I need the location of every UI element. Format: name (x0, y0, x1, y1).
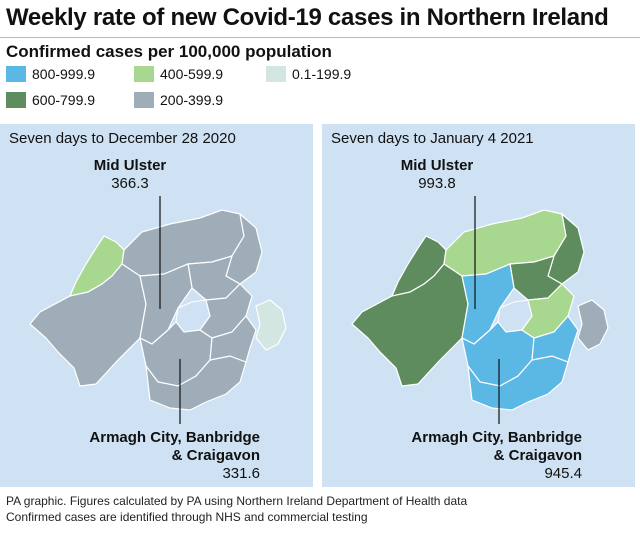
callout-abc: Armagh City, Banbridge & Craigavon 331.6 (60, 429, 260, 483)
callout-value-abc: 331.6 (222, 465, 260, 482)
footer-note: Confirmed cases are identified through N… (6, 510, 368, 524)
district-newry-mourne-down (467, 355, 569, 411)
legend-swatch-400 (134, 66, 154, 82)
legend-item-600: 600-799.9 (6, 92, 95, 108)
district-fermanagh-omagh (351, 263, 469, 387)
map-panel-jan-4: Seven days to January 4 2021 Mid Ulster … (322, 124, 635, 487)
legend-swatch-0 (266, 66, 286, 82)
callout-name-abc-line1: Armagh City, Banbridge (411, 429, 582, 446)
legend-label-0: 0.1-199.9 (292, 66, 352, 82)
legend-item-800: 800-999.9 (6, 66, 95, 82)
legend-item-200: 200-399.9 (134, 92, 223, 108)
callout-value-mid-ulster: 366.3 (111, 175, 149, 192)
map-panel-dec-28: Seven days to December 28 2020 Mid Ulste… (0, 124, 313, 487)
callout-abc: Armagh City, Banbridge & Craigavon 945.4 (382, 429, 582, 483)
callout-value-abc: 945.4 (544, 465, 582, 482)
legend-swatch-600 (6, 92, 26, 108)
district-ards-north-down (577, 299, 609, 351)
callout-value-mid-ulster: 993.8 (418, 175, 456, 192)
legend-item-0: 0.1-199.9 (266, 66, 351, 82)
legend-label-400: 400-599.9 (160, 66, 224, 82)
district-ards-north-down (255, 299, 287, 351)
legend-label-800: 800-999.9 (32, 66, 96, 82)
legend-swatch-800 (6, 66, 26, 82)
district-lisburn-castlereagh (531, 315, 579, 363)
callout-name-abc-line1: Armagh City, Banbridge (89, 429, 260, 446)
footer-source: PA graphic. Figures calculated by PA usi… (6, 494, 468, 508)
legend-swatch-200 (134, 92, 154, 108)
district-mid-ulster (139, 263, 193, 345)
callout-name-abc-line2: & Craigavon (171, 447, 260, 464)
callout-name-abc-line2: & Craigavon (493, 447, 582, 464)
legend: 800-999.9 600-799.9 400-599.9 200-399.9 … (6, 64, 636, 116)
page-title: Weekly rate of new Covid-19 cases in Nor… (6, 4, 609, 31)
map-period-label: Seven days to December 28 2020 (9, 130, 236, 147)
district-lisburn-castlereagh (209, 315, 257, 363)
map-period-label: Seven days to January 4 2021 (331, 130, 534, 147)
district-fermanagh-omagh (29, 263, 147, 387)
map-dec-28 (29, 196, 287, 424)
district-newry-mourne-down (145, 355, 247, 411)
footer: PA graphic. Figures calculated by PA usi… (6, 493, 467, 525)
map-jan-4 (351, 196, 609, 424)
title-divider (0, 37, 640, 38)
legend-item-400: 400-599.9 (134, 66, 223, 82)
legend-heading: Confirmed cases per 100,000 population (6, 42, 332, 61)
callout-name-mid-ulster: Mid Ulster (93, 157, 167, 174)
legend-label-200: 200-399.9 (160, 92, 224, 108)
legend-label-600: 600-799.9 (32, 92, 96, 108)
callout-name-mid-ulster: Mid Ulster (400, 157, 474, 174)
